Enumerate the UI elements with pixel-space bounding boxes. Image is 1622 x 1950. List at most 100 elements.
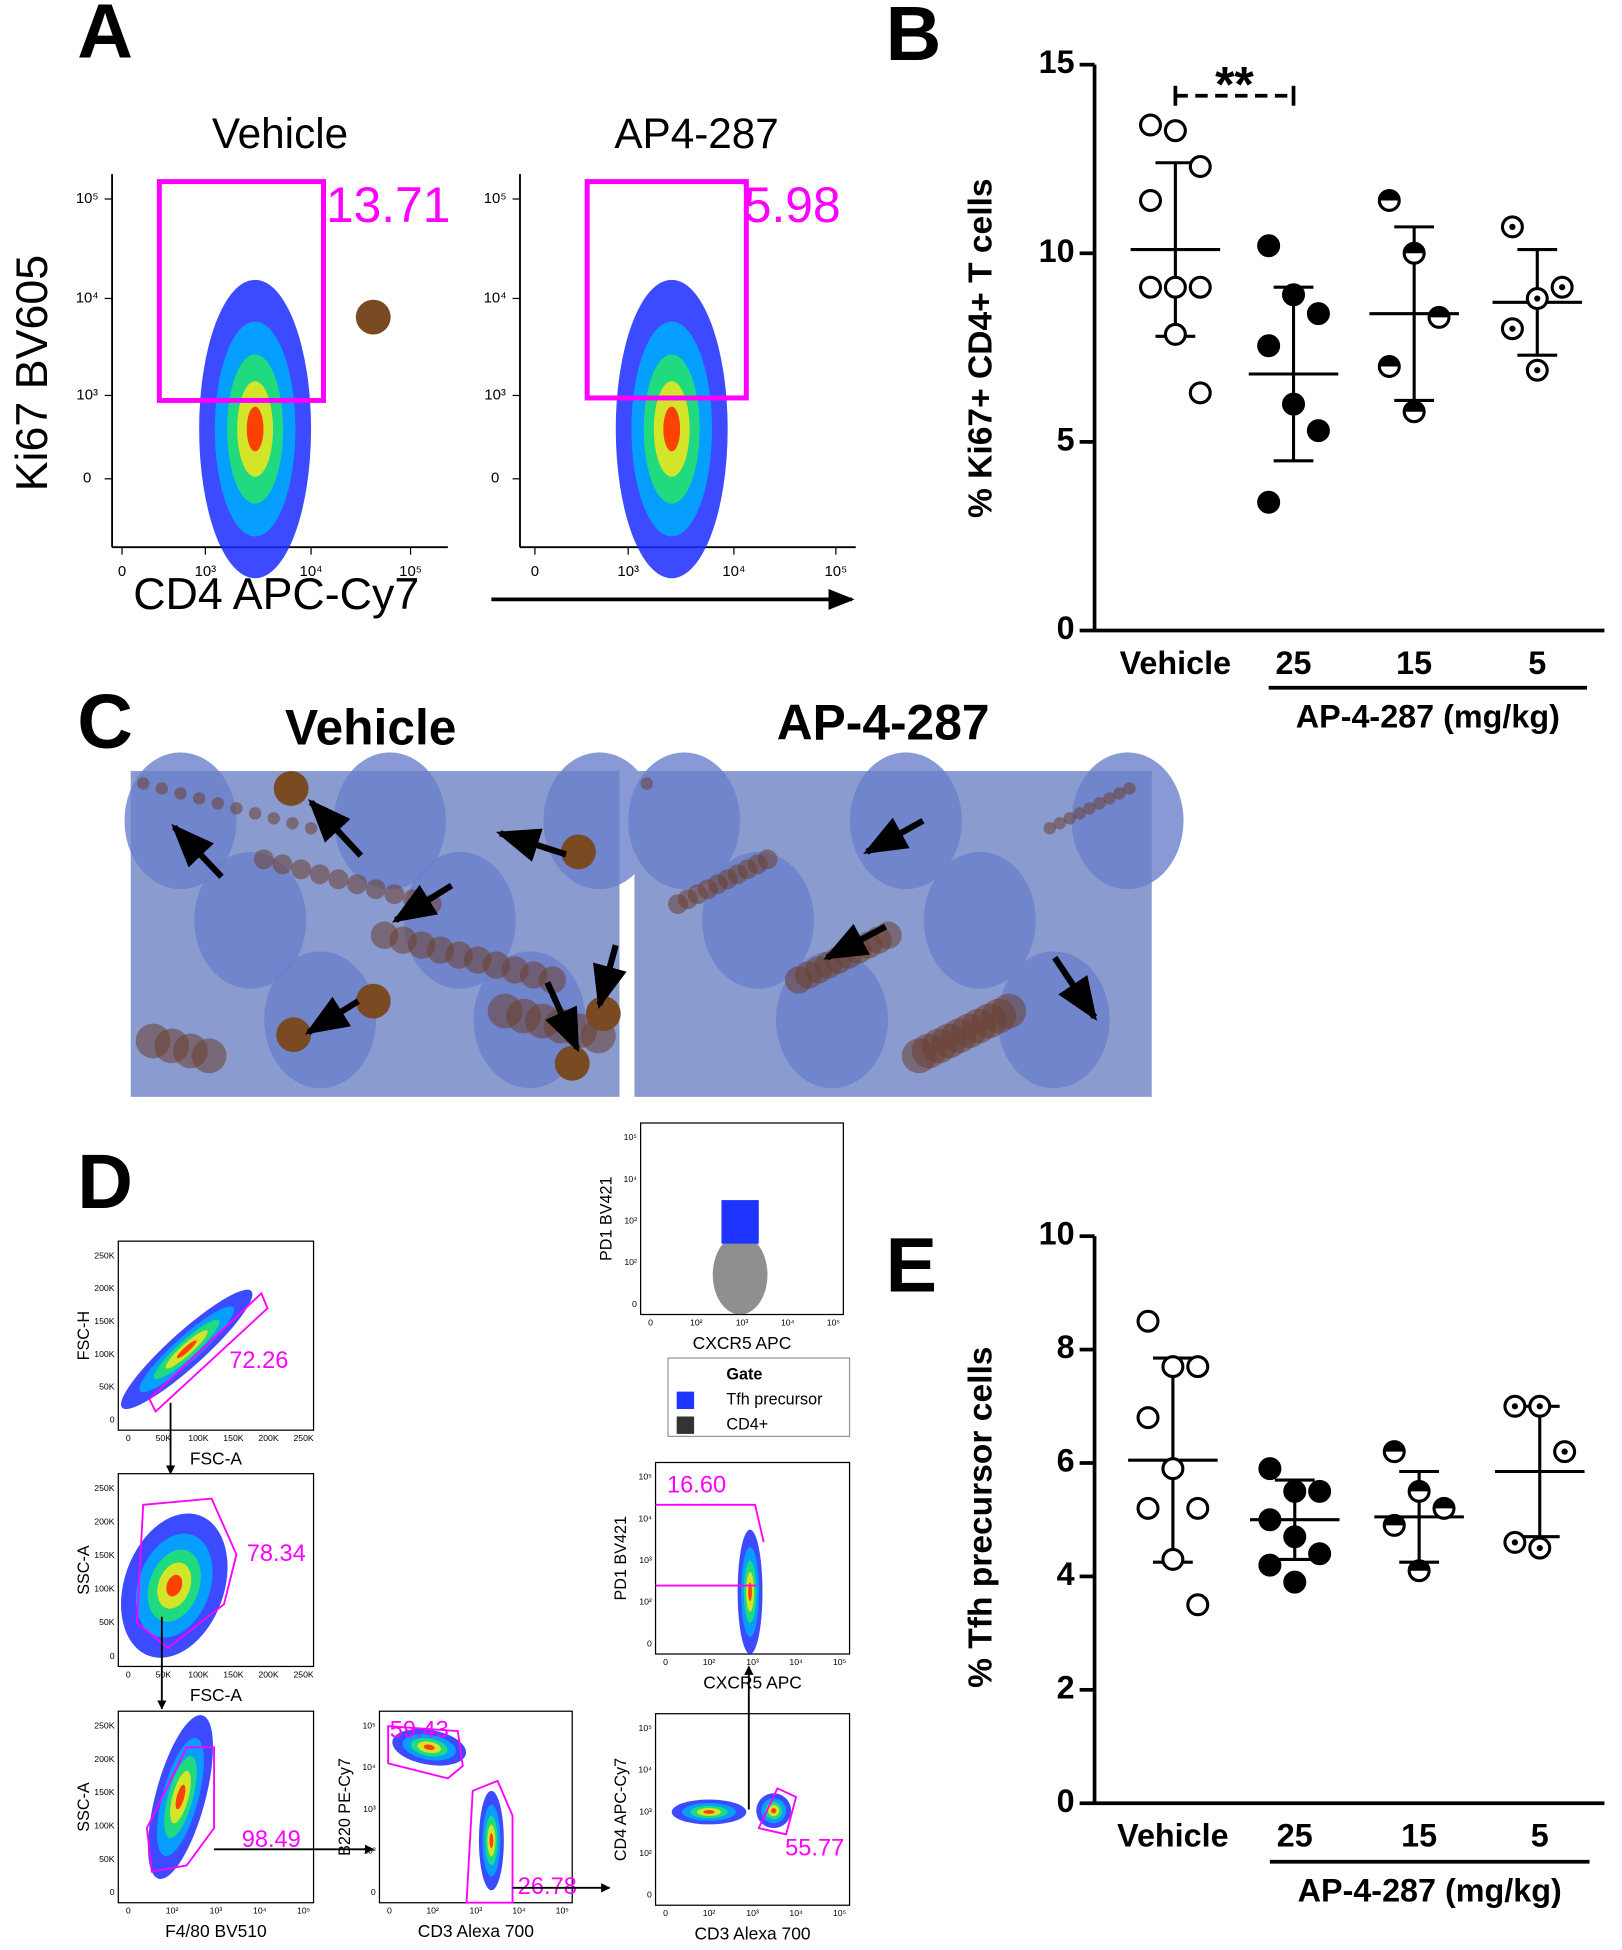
y-tick-label: 0 [371, 1887, 376, 1897]
data-point [1306, 419, 1330, 443]
plot-frame [117, 1710, 315, 1904]
x-axis-label: CXCR5 APC [703, 1672, 802, 1692]
y-axis-label: PD1 BV421 [597, 1177, 615, 1261]
panel-label: D [77, 1139, 133, 1225]
stain [291, 859, 312, 880]
stain [304, 822, 318, 835]
x-tick-label: 25 [1277, 1818, 1313, 1854]
contour [712, 1234, 768, 1315]
y-axis-label: % Tfh precursor cells [962, 1347, 999, 1688]
arrow [544, 981, 581, 1053]
stain [192, 792, 206, 805]
y-tick-label: 10³ [484, 386, 506, 403]
y-tick-label: 10⁴ [638, 1765, 652, 1775]
density [771, 1808, 777, 1814]
stain [253, 849, 274, 870]
x-tick-label: 10³ [746, 1657, 759, 1667]
marker-fill [1404, 243, 1425, 254]
gate [655, 1503, 765, 1587]
x-tick-label: 10⁵ [824, 563, 847, 580]
density [489, 1833, 494, 1849]
stain [1103, 792, 1116, 805]
y-tick-label: 0 [110, 1651, 115, 1661]
stain [328, 869, 349, 890]
y-tick-label: 10² [624, 1257, 637, 1267]
stain [784, 966, 813, 994]
stain [347, 874, 368, 895]
stain [365, 879, 386, 900]
x-tick-label: 250K [293, 1669, 313, 1679]
density [663, 406, 681, 452]
follicle [355, 983, 391, 1019]
panel-label: B [886, 0, 942, 77]
y-tick-label: 10⁴ [484, 289, 507, 306]
x-tick-label: 0 [118, 563, 126, 580]
stain [1083, 802, 1096, 815]
marker-fill [1384, 1441, 1405, 1452]
y-tick-label: 10² [363, 1845, 376, 1855]
plot-title: Vehicle [212, 110, 348, 157]
y-axis-label: B220 PE-Cy7 [336, 1758, 354, 1856]
y-tick-label: 100K [94, 1584, 114, 1594]
marker-fill [1536, 1403, 1543, 1410]
x-tick-label: 0 [663, 1657, 668, 1667]
follicle [276, 1017, 312, 1053]
gate [145, 1746, 215, 1873]
x-axis-label: CD4 APC-Cy7 [133, 569, 419, 619]
y-tick-label: 10³ [624, 1216, 637, 1226]
x-tick-label: 0 [387, 1906, 392, 1916]
stain [1053, 817, 1066, 830]
data-point [1282, 392, 1306, 416]
tissue [264, 951, 377, 1089]
marker-fill [1509, 325, 1516, 332]
y-tick-label: 10⁴ [76, 289, 99, 306]
stain [211, 797, 225, 810]
data-point [1188, 381, 1212, 405]
y-tick-label: 10⁵ [362, 1720, 376, 1730]
stain [1073, 807, 1086, 820]
stain [267, 812, 280, 825]
data-point [1163, 275, 1187, 299]
x-tick-label: 10² [703, 1657, 716, 1667]
follicle [355, 299, 391, 335]
data-point [1136, 1309, 1160, 1333]
stain [191, 1038, 227, 1074]
y-tick-label: 10⁵ [76, 190, 99, 207]
x-axis-label: FSC-A [190, 1685, 243, 1705]
stain [1063, 812, 1076, 825]
x-axis-label: CD3 Alexa 700 [694, 1924, 810, 1944]
image-title: AP-4-287 [777, 694, 990, 750]
x-tick-label: 200K [258, 1669, 278, 1679]
y-tick-label: 200K [94, 1516, 114, 1526]
x-tick-label: 10⁴ [781, 1318, 795, 1328]
x-tick-label: 0 [663, 1908, 668, 1918]
y-tick-label: 10⁵ [639, 1723, 653, 1733]
y-tick-label: 10³ [639, 1806, 652, 1816]
y-tick-label: 150K [94, 1787, 114, 1797]
y-tick-label: 250K [94, 1720, 114, 1730]
stain [384, 884, 405, 905]
x-tick-label: 0 [648, 1318, 653, 1328]
density [423, 1744, 435, 1751]
data-point [1258, 1457, 1282, 1481]
data-point [1163, 322, 1187, 346]
data-point [1282, 283, 1306, 307]
y-tick-label: 4 [1057, 1556, 1075, 1592]
x-tick-label: 10³ [746, 1908, 759, 1918]
marker-fill [1511, 1539, 1518, 1546]
x-tick-label: 10⁴ [300, 563, 323, 580]
arrow [391, 882, 454, 923]
y-tick-label: 150K [94, 1316, 114, 1326]
data-point [1161, 1547, 1185, 1571]
data-point [1161, 1457, 1185, 1481]
y-tick-label: 0 [110, 1415, 115, 1425]
stain [1123, 782, 1136, 795]
x-tick-label: 10³ [210, 1906, 223, 1916]
x-tick-label: 10² [166, 1906, 179, 1916]
data-point [1186, 1496, 1210, 1520]
y-tick-label: 8 [1057, 1329, 1075, 1365]
y-tick-label: 0 [632, 1299, 637, 1309]
x-tick-label: Vehicle [1120, 645, 1231, 681]
stain [538, 966, 567, 994]
x-tick-label: 5 [1528, 645, 1546, 681]
